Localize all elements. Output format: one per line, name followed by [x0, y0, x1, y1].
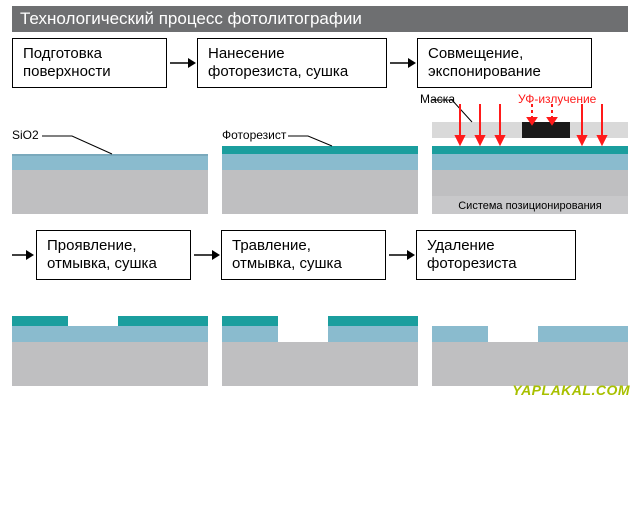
steps-row-2: Проявление,отмывка, сушка Травление,отмы… — [12, 230, 628, 280]
page-title: Технологический процесс фотолитографии — [12, 6, 628, 32]
label-sio2: SiO2 — [12, 128, 39, 142]
step-box-4: Проявление,отмывка, сушка — [36, 230, 191, 280]
arrow-icon — [191, 230, 221, 280]
label-positioning: Система позиционирования — [458, 200, 602, 212]
diagram-5 — [222, 286, 418, 386]
label-uv: УФ-излучение — [518, 92, 596, 106]
watermark: YAPLAKAL.COM — [512, 382, 630, 398]
step-box-6: Удалениефоторезиста — [416, 230, 576, 280]
diagram-6 — [432, 286, 628, 386]
diagram-4 — [12, 286, 208, 386]
step-box-5: Травление,отмывка, сушка — [221, 230, 386, 280]
step-box-2: Нанесениефоторезиста, сушка — [197, 38, 387, 88]
diagram-2: Фоторезист — [222, 94, 418, 214]
step-box-1: Подготовкаповерхности — [12, 38, 167, 88]
step-box-3: Совмещение,экспонирование — [417, 38, 592, 88]
diagram-1: SiO2 — [12, 94, 208, 214]
arrow-icon — [12, 230, 36, 280]
arrow-icon — [167, 38, 197, 88]
label-mask: Маска — [420, 92, 455, 106]
arrow-icon — [387, 38, 417, 88]
diagram-3: Маска УФ-излучение Система позиционирова… — [432, 94, 628, 214]
arrow-icon — [386, 230, 416, 280]
label-photoresist: Фоторезист — [222, 128, 286, 142]
diagrams-row-2 — [12, 286, 628, 386]
diagrams-row-1: SiO2 Фоторезист Маска УФ-излучение — [12, 94, 628, 214]
steps-row-1: Подготовкаповерхности Нанесениефоторезис… — [12, 38, 628, 88]
